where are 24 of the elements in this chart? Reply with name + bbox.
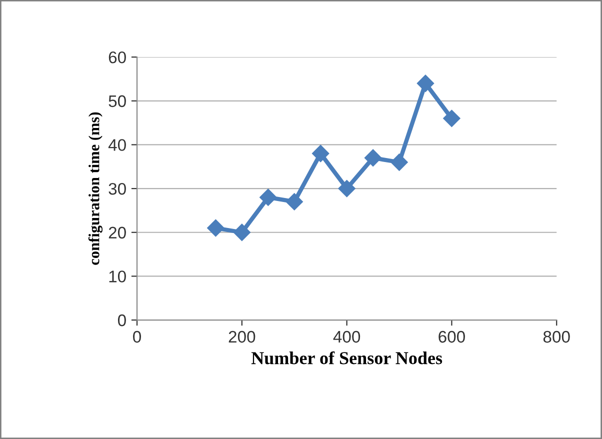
x-tick-label: 0 — [133, 330, 141, 343]
point — [338, 180, 356, 198]
point — [443, 110, 460, 127]
x-tick-label: 600 — [438, 330, 465, 343]
x-tick-label: 400 — [333, 330, 360, 343]
point — [286, 193, 303, 210]
point — [390, 154, 408, 171]
y-tick-label: 0 — [118, 314, 126, 326]
point — [364, 149, 382, 166]
point — [416, 74, 434, 92]
x-axis-title: Number of Sensor Nodes — [251, 351, 442, 364]
y-tick-label: 30 — [108, 182, 126, 195]
x-tick-label: 800 — [543, 330, 570, 343]
y-tick-label: 40 — [108, 139, 126, 151]
y-tick-label: 20 — [108, 226, 126, 239]
x-tick-label: 200 — [228, 330, 256, 343]
y-axis-title: configuration time (ms) — [88, 112, 103, 265]
point — [260, 188, 277, 206]
point — [312, 144, 330, 162]
y-tick-label: 60 — [108, 51, 126, 64]
point — [207, 219, 224, 237]
y-tick-label: 10 — [109, 270, 126, 282]
y-tick-label: 50 — [108, 95, 126, 108]
point — [233, 224, 250, 241]
